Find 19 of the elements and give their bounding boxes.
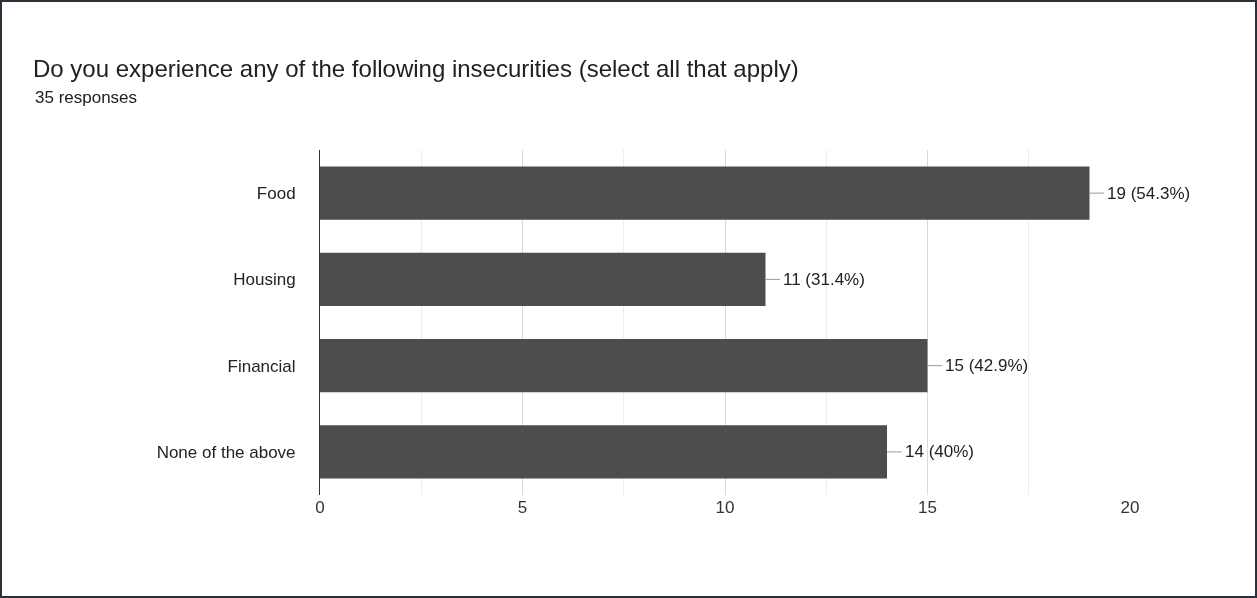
x-tick-label: 20 xyxy=(1120,498,1140,517)
y-tick-label: Financial xyxy=(227,356,296,376)
y-tick-label: Housing xyxy=(233,270,296,290)
chart-title: Do you experience any of the following insecurities (select all that apply) xyxy=(33,54,799,82)
x-tick-label: 0 xyxy=(315,498,325,517)
bar xyxy=(320,252,766,307)
y-tick-label: Food xyxy=(256,184,296,204)
data-label: 19 (54.3%) xyxy=(1107,184,1191,203)
bar xyxy=(320,425,887,479)
text: 35 responses xyxy=(35,88,138,107)
bar xyxy=(320,338,928,393)
x-tick-label: 15 xyxy=(918,498,937,517)
bar xyxy=(320,166,1090,220)
data-label: 11 (31.4%) xyxy=(783,270,865,289)
data-label: 15 (42.9%) xyxy=(945,356,1029,375)
x-tick-label: 5 xyxy=(517,498,528,517)
y-tick-label: None of the above xyxy=(156,442,296,462)
x-tick-label: 10 xyxy=(715,498,735,517)
data-label: 14 (40%) xyxy=(905,442,974,461)
